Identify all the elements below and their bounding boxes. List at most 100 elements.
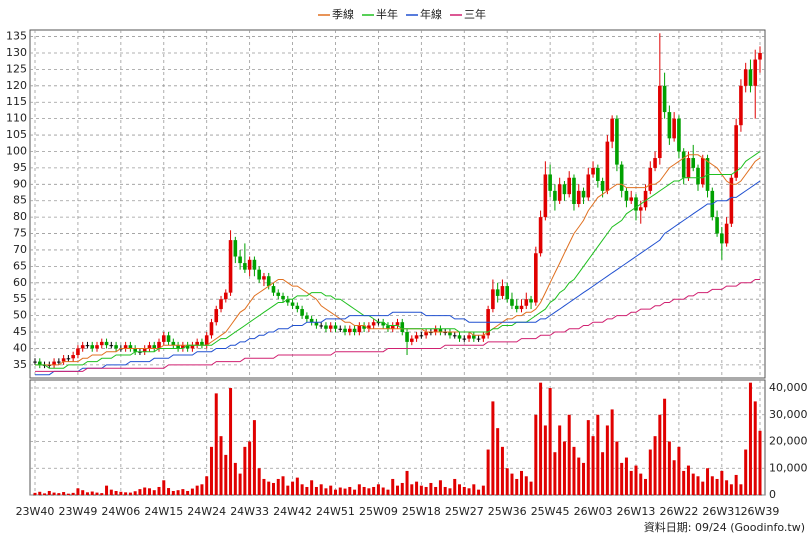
x-tick-label: 24W42 <box>273 505 312 518</box>
volume-bar <box>119 491 123 495</box>
y-tick-label: 75 <box>13 227 27 240</box>
candle-body <box>553 190 557 201</box>
volume-bar <box>562 441 566 495</box>
volume-bar <box>47 490 51 495</box>
x-tick-label: 25W45 <box>531 505 570 518</box>
volume-bar <box>739 484 743 495</box>
volume-bar <box>333 489 337 495</box>
candle-body <box>185 345 190 349</box>
volume-bar <box>76 488 80 495</box>
candle-body <box>696 167 700 185</box>
volume-bar <box>362 486 366 495</box>
volume-bar <box>147 488 151 495</box>
volume-bar <box>577 457 581 495</box>
candle-body <box>109 345 114 347</box>
ma-line <box>35 279 760 372</box>
candle-body <box>152 345 157 349</box>
candle-body <box>658 85 662 159</box>
y-tick-label: 50 <box>13 309 27 322</box>
candle-body <box>729 177 734 224</box>
candle-body <box>634 197 638 211</box>
candle-body <box>133 348 137 352</box>
candle-body <box>243 263 247 270</box>
x-tick-label: 25W27 <box>445 505 484 518</box>
volume-bar <box>233 462 237 495</box>
candle-body <box>510 299 514 306</box>
volume-bar <box>176 490 180 495</box>
candle-body <box>395 322 400 326</box>
volume-bar <box>57 493 61 495</box>
volume-bar <box>434 486 438 495</box>
candle-body <box>76 348 80 356</box>
x-tick-label: 24W51 <box>316 505 355 518</box>
volume-bar <box>243 446 247 495</box>
volume-bar <box>534 414 538 495</box>
y-tick-label: 125 <box>6 62 27 75</box>
volume-bar <box>396 485 399 495</box>
candle-body <box>619 164 624 191</box>
y-tick-label: 130 <box>6 46 27 59</box>
candle-body <box>681 151 686 178</box>
volume-bar <box>653 436 657 495</box>
volume-bar <box>353 489 357 495</box>
volume-bar <box>706 468 710 495</box>
volume-bar <box>138 489 142 495</box>
candle-body <box>328 325 333 329</box>
candle-body <box>228 240 233 293</box>
volume-bar <box>510 473 514 495</box>
candle-body <box>37 361 42 365</box>
volume-bar <box>286 485 290 495</box>
candle-body <box>390 325 395 329</box>
y-tick-label: 85 <box>13 194 27 207</box>
x-tick-label: 26W22 <box>659 505 698 518</box>
candle-body <box>209 322 214 336</box>
candle-body <box>90 345 95 349</box>
candle-body <box>333 325 338 329</box>
candle-body <box>500 286 505 296</box>
candle-body <box>262 276 266 280</box>
candle-body <box>596 167 600 182</box>
candle-body <box>677 118 681 152</box>
volume-bar <box>133 491 137 495</box>
x-tick-label: 23W40 <box>16 505 55 518</box>
volume-bar <box>367 488 371 495</box>
volume-bar <box>43 493 47 495</box>
volume-bar <box>620 462 624 495</box>
volume-bar <box>748 382 752 495</box>
candle-body <box>686 158 691 178</box>
volume-bar <box>691 473 695 495</box>
candle-body <box>643 190 648 208</box>
candle-body <box>476 338 481 340</box>
candle-body <box>52 361 56 365</box>
volume-bar <box>338 487 342 495</box>
candle-body <box>443 332 447 334</box>
volume-bar <box>105 485 109 495</box>
candle-body <box>371 322 376 326</box>
candle-body <box>557 184 562 201</box>
volume-bar <box>85 492 89 495</box>
volume-bar <box>171 490 175 495</box>
volume-bar <box>686 465 690 495</box>
volume-bar <box>209 446 213 495</box>
candle-body <box>481 335 486 339</box>
candle-body <box>753 59 758 86</box>
volume-bar <box>701 481 705 495</box>
volume-bar <box>467 488 471 495</box>
volume-bar <box>343 488 347 495</box>
volume-bar <box>295 477 299 495</box>
legend-label: 年線 <box>420 7 442 21</box>
v-tick-label: 10,000 <box>769 461 808 474</box>
candle-body <box>514 305 519 310</box>
volume-bar <box>615 441 619 495</box>
volume-bar <box>443 486 447 495</box>
volume-bar <box>33 492 37 495</box>
volume-bar <box>224 454 228 495</box>
x-tick-label: 26W39 <box>741 505 780 518</box>
candle-body <box>314 322 319 326</box>
volume-bar <box>505 468 509 495</box>
candle-body <box>624 190 629 201</box>
v-tick-label: 0 <box>769 488 776 501</box>
y-tick-label: 110 <box>6 112 27 125</box>
volume-bar <box>596 414 600 495</box>
volume-bar <box>310 480 314 495</box>
